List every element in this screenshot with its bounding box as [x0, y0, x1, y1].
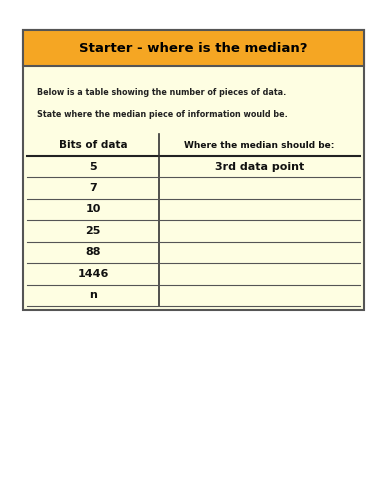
FancyBboxPatch shape: [23, 30, 364, 310]
Text: 25: 25: [86, 226, 101, 236]
Text: 5: 5: [89, 162, 97, 172]
Text: 1446: 1446: [77, 269, 109, 279]
Text: 88: 88: [86, 248, 101, 258]
Text: 10: 10: [86, 204, 101, 214]
FancyBboxPatch shape: [23, 30, 364, 66]
Text: 7: 7: [89, 183, 97, 193]
Text: Bits of data: Bits of data: [59, 140, 128, 150]
Text: State where the median piece of information would be.: State where the median piece of informat…: [37, 110, 288, 119]
Text: Starter - where is the median?: Starter - where is the median?: [79, 42, 308, 54]
Text: n: n: [89, 290, 97, 300]
Text: 3rd data point: 3rd data point: [215, 162, 304, 172]
Text: Below is a table showing the number of pieces of data.: Below is a table showing the number of p…: [37, 88, 286, 97]
Text: Where the median should be:: Where the median should be:: [185, 140, 335, 149]
